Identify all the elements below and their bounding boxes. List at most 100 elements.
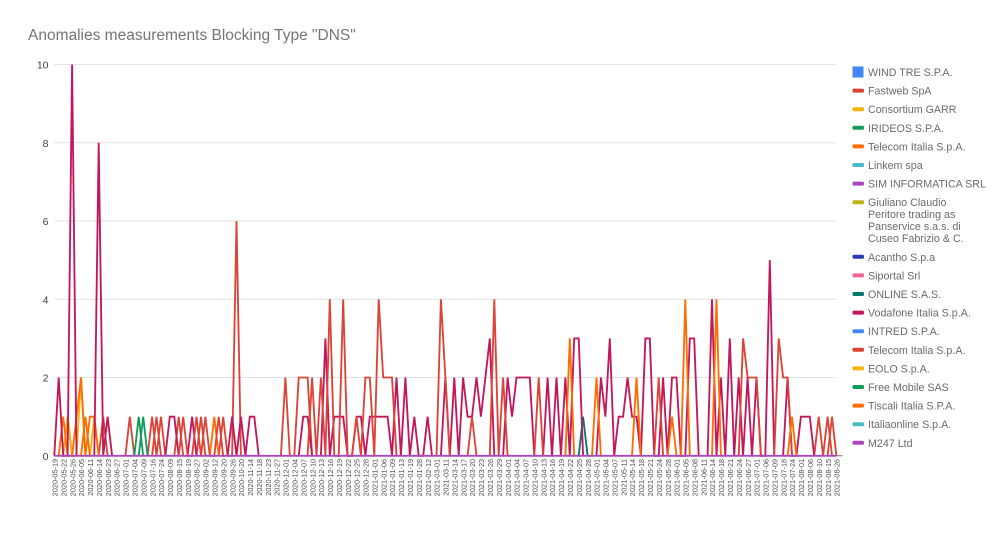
svg-text:EOLO S.p.A.: EOLO S.p.A.	[868, 363, 930, 375]
svg-text:2020-08-09: 2020-08-09	[166, 459, 175, 496]
svg-text:2020-12-16: 2020-12-16	[326, 459, 335, 496]
svg-text:Peritore trading as: Peritore trading as	[868, 209, 955, 221]
svg-text:Panservice s.a.s. di: Panservice s.a.s. di	[868, 221, 961, 233]
svg-text:2020-12-07: 2020-12-07	[299, 459, 308, 496]
svg-text:2021-05-21: 2021-05-21	[646, 459, 655, 496]
svg-text:2020-10-20: 2020-10-20	[237, 459, 246, 496]
svg-text:2020-09-20: 2020-09-20	[219, 459, 228, 496]
svg-text:2021-06-01: 2021-06-01	[673, 459, 682, 496]
svg-text:Italiaonline S.p.A.: Italiaonline S.p.A.	[868, 419, 951, 431]
svg-text:2020-09-02: 2020-09-02	[202, 459, 211, 496]
svg-text:Telecom Italia S.p.A.: Telecom Italia S.p.A.	[868, 141, 965, 153]
svg-text:2021-04-22: 2021-04-22	[566, 459, 575, 496]
svg-text:Linkem spa: Linkem spa	[868, 160, 923, 172]
svg-text:2021-01-06: 2021-01-06	[379, 459, 388, 496]
svg-text:2021-03-23: 2021-03-23	[477, 459, 486, 496]
svg-text:2020-06-11: 2020-06-11	[86, 459, 95, 496]
svg-text:2020-05-19: 2020-05-19	[51, 459, 60, 496]
svg-text:2020-11-14: 2020-11-14	[246, 459, 255, 496]
svg-text:2021-04-01: 2021-04-01	[504, 459, 513, 496]
svg-text:2: 2	[43, 373, 49, 385]
svg-text:2021-03-20: 2021-03-20	[468, 459, 477, 496]
svg-text:2020-05-22: 2020-05-22	[59, 459, 68, 496]
svg-text:IRIDEOS S.P.A.: IRIDEOS S.P.A.	[868, 123, 944, 135]
svg-text:2021-04-19: 2021-04-19	[557, 459, 566, 496]
svg-text:2021-03-01: 2021-03-01	[433, 459, 442, 496]
svg-text:2021-04-25: 2021-04-25	[575, 459, 584, 496]
svg-text:2021-01-19: 2021-01-19	[406, 459, 415, 496]
svg-text:2021-06-27: 2021-06-27	[744, 459, 753, 496]
svg-text:2020-11-18: 2020-11-18	[255, 459, 264, 496]
svg-text:2021-05-07: 2021-05-07	[610, 459, 619, 496]
svg-text:2021-08-15: 2021-08-15	[824, 459, 833, 496]
svg-text:2020-06-27: 2020-06-27	[113, 459, 122, 496]
svg-text:2021-03-17: 2021-03-17	[459, 459, 468, 496]
svg-text:M247 Ltd: M247 Ltd	[868, 438, 913, 450]
svg-text:2021-01-09: 2021-01-09	[388, 459, 397, 496]
svg-text:2020-07-24: 2020-07-24	[157, 459, 166, 496]
svg-text:2021-04-07: 2021-04-07	[522, 459, 531, 496]
svg-text:2021-02-12: 2021-02-12	[424, 459, 433, 496]
svg-text:4: 4	[43, 294, 49, 306]
svg-text:2021-04-13: 2021-04-13	[539, 459, 548, 496]
svg-text:Fastweb SpA: Fastweb SpA	[868, 86, 932, 98]
svg-text:2021-01-01: 2021-01-01	[371, 459, 380, 496]
svg-text:2021-07-01: 2021-07-01	[753, 459, 762, 496]
svg-text:2021-03-26: 2021-03-26	[486, 459, 495, 496]
svg-text:2021-05-24: 2021-05-24	[655, 459, 664, 496]
svg-text:Anomalies measurements Blockin: Anomalies measurements Blocking Type "DN…	[28, 27, 356, 44]
svg-text:2021-06-21: 2021-06-21	[726, 459, 735, 496]
svg-text:Consortium GARR: Consortium GARR	[868, 104, 957, 116]
svg-text:10: 10	[37, 60, 49, 72]
svg-text:2021-06-24: 2021-06-24	[735, 459, 744, 496]
svg-text:ONLINE S.A.S.: ONLINE S.A.S.	[868, 289, 941, 301]
svg-text:2020-12-28: 2020-12-28	[362, 459, 371, 496]
svg-text:2020-05-26: 2020-05-26	[68, 459, 77, 496]
svg-text:2020-12-13: 2020-12-13	[317, 459, 326, 496]
svg-text:2021-04-10: 2021-04-10	[531, 459, 540, 496]
svg-text:2020-12-25: 2020-12-25	[353, 459, 362, 496]
svg-text:8: 8	[43, 138, 49, 150]
svg-text:Giuliano Claudio: Giuliano Claudio	[868, 197, 946, 209]
svg-text:6: 6	[43, 216, 49, 228]
svg-text:SIM INFORMATICA SRL: SIM INFORMATICA SRL	[868, 179, 986, 191]
svg-text:2020-06-23: 2020-06-23	[104, 459, 113, 496]
svg-text:2021-06-11: 2021-06-11	[699, 459, 708, 496]
svg-text:2021-03-29: 2021-03-29	[495, 459, 504, 496]
svg-text:2021-03-11: 2021-03-11	[442, 459, 451, 496]
svg-text:Acantho S.p.a: Acantho S.p.a	[868, 252, 935, 264]
svg-text:2020-12-04: 2020-12-04	[291, 459, 300, 496]
svg-text:2020-06-14: 2020-06-14	[95, 459, 104, 496]
svg-text:2021-05-18: 2021-05-18	[637, 459, 646, 496]
svg-text:2021-06-08: 2021-06-08	[690, 459, 699, 496]
svg-text:2021-01-28: 2021-01-28	[415, 459, 424, 496]
svg-text:2021-06-05: 2021-06-05	[682, 459, 691, 496]
svg-text:2020-07-04: 2020-07-04	[131, 459, 140, 496]
svg-text:2020-07-09: 2020-07-09	[139, 459, 148, 496]
svg-text:2021-05-14: 2021-05-14	[628, 459, 637, 496]
svg-text:2021-01-13: 2021-01-13	[397, 459, 406, 496]
svg-text:2021-05-11: 2021-05-11	[619, 459, 628, 496]
svg-text:2021-04-16: 2021-04-16	[548, 459, 557, 496]
svg-text:2020-08-15: 2020-08-15	[175, 459, 184, 496]
svg-text:2020-12-19: 2020-12-19	[335, 459, 344, 496]
svg-text:2020-12-10: 2020-12-10	[308, 459, 317, 496]
svg-text:Vodafone Italia S.p.A.: Vodafone Italia S.p.A.	[868, 308, 971, 320]
svg-text:0: 0	[43, 451, 49, 463]
svg-text:Tiscali Italia S.P.A.: Tiscali Italia S.P.A.	[868, 401, 955, 413]
svg-text:2021-08-26: 2021-08-26	[833, 459, 842, 496]
svg-text:Telecom Italia S.p.A.: Telecom Italia S.p.A.	[868, 345, 965, 357]
svg-text:2021-04-28: 2021-04-28	[584, 459, 593, 496]
svg-text:2020-12-22: 2020-12-22	[344, 459, 353, 496]
svg-text:2021-07-24: 2021-07-24	[788, 459, 797, 496]
svg-text:2021-03-14: 2021-03-14	[451, 459, 460, 496]
svg-text:2020-09-12: 2020-09-12	[211, 459, 220, 496]
svg-text:2020-08-27: 2020-08-27	[193, 459, 202, 496]
svg-text:Siportal Srl: Siportal Srl	[868, 270, 920, 282]
svg-text:2021-07-18: 2021-07-18	[779, 459, 788, 496]
svg-text:Free Mobile SAS: Free Mobile SAS	[868, 382, 949, 394]
svg-text:2021-07-09: 2021-07-09	[770, 459, 779, 496]
svg-text:2021-07-06: 2021-07-06	[762, 459, 771, 496]
svg-text:2020-06-05: 2020-06-05	[77, 459, 86, 496]
svg-text:2020-08-19: 2020-08-19	[184, 459, 193, 496]
